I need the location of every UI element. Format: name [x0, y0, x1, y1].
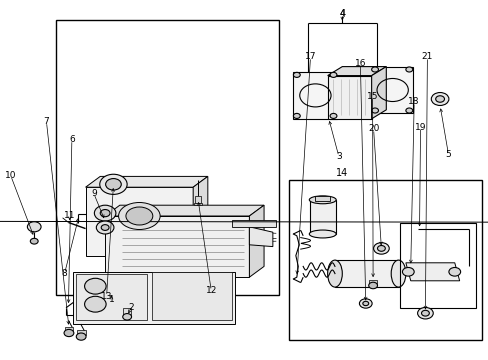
- Circle shape: [76, 333, 86, 340]
- Text: 3: 3: [335, 152, 341, 161]
- Bar: [123, 308, 131, 316]
- Bar: [193, 203, 202, 205]
- Polygon shape: [193, 176, 207, 256]
- Text: 18: 18: [407, 97, 419, 107]
- Bar: [77, 330, 85, 335]
- Polygon shape: [232, 220, 276, 227]
- Text: 15: 15: [366, 92, 378, 101]
- Bar: [151, 272, 232, 320]
- Polygon shape: [105, 216, 249, 277]
- Circle shape: [64, 329, 74, 337]
- Circle shape: [84, 278, 106, 294]
- Bar: [288, 180, 481, 340]
- Circle shape: [405, 67, 412, 72]
- Polygon shape: [327, 76, 371, 119]
- Bar: [76, 274, 146, 320]
- Circle shape: [359, 299, 371, 308]
- Bar: [371, 67, 412, 113]
- Polygon shape: [105, 205, 264, 216]
- Circle shape: [435, 96, 444, 102]
- Polygon shape: [85, 176, 207, 187]
- Circle shape: [371, 108, 378, 113]
- Circle shape: [421, 310, 428, 316]
- Circle shape: [96, 221, 114, 234]
- Ellipse shape: [308, 196, 336, 204]
- Polygon shape: [249, 227, 272, 247]
- Polygon shape: [405, 263, 459, 281]
- Text: 2: 2: [128, 303, 134, 312]
- Circle shape: [368, 282, 377, 289]
- Circle shape: [329, 72, 336, 77]
- Circle shape: [30, 238, 38, 244]
- Text: 7: 7: [43, 117, 49, 126]
- Bar: [195, 196, 201, 203]
- Bar: [293, 72, 337, 119]
- Circle shape: [100, 174, 127, 194]
- Text: 4: 4: [339, 9, 345, 19]
- Bar: [56, 20, 278, 295]
- Ellipse shape: [118, 202, 160, 230]
- Circle shape: [405, 108, 412, 113]
- Text: 9: 9: [91, 189, 97, 198]
- Polygon shape: [73, 272, 234, 324]
- Circle shape: [377, 246, 385, 251]
- Ellipse shape: [327, 260, 342, 287]
- Text: 12: 12: [205, 287, 217, 295]
- Circle shape: [105, 179, 121, 190]
- Text: 6: 6: [69, 135, 75, 144]
- Text: 8: 8: [61, 269, 67, 278]
- Circle shape: [293, 72, 300, 77]
- Text: 5: 5: [445, 150, 450, 158]
- Circle shape: [371, 67, 378, 72]
- Text: 20: 20: [367, 124, 379, 133]
- Bar: [368, 280, 376, 284]
- Polygon shape: [327, 67, 386, 76]
- Polygon shape: [371, 67, 386, 119]
- Text: 4: 4: [339, 9, 345, 18]
- Text: 19: 19: [414, 122, 426, 131]
- Bar: [65, 327, 73, 331]
- Text: 11: 11: [64, 211, 76, 220]
- Ellipse shape: [126, 207, 152, 225]
- Text: 10: 10: [5, 171, 17, 180]
- Circle shape: [448, 267, 460, 276]
- Circle shape: [373, 243, 388, 254]
- Circle shape: [100, 210, 110, 217]
- Polygon shape: [85, 187, 193, 256]
- Bar: [334, 260, 398, 287]
- Circle shape: [417, 307, 432, 319]
- Circle shape: [362, 301, 368, 306]
- Circle shape: [27, 222, 41, 232]
- Circle shape: [402, 267, 413, 276]
- Circle shape: [101, 225, 109, 230]
- Text: 1: 1: [108, 295, 114, 304]
- Bar: [309, 200, 336, 234]
- Ellipse shape: [390, 260, 405, 287]
- Ellipse shape: [308, 230, 336, 238]
- Bar: [399, 223, 475, 308]
- Text: 17: 17: [304, 52, 316, 61]
- Bar: [315, 196, 329, 201]
- Text: 21: 21: [421, 52, 432, 61]
- Circle shape: [329, 113, 336, 118]
- Text: 14: 14: [335, 168, 348, 178]
- Polygon shape: [249, 205, 264, 277]
- Text: 13: 13: [101, 292, 112, 301]
- Text: 16: 16: [354, 58, 366, 68]
- Circle shape: [94, 205, 116, 221]
- Circle shape: [430, 93, 448, 105]
- Circle shape: [84, 296, 106, 312]
- Circle shape: [293, 113, 300, 118]
- Circle shape: [122, 314, 131, 320]
